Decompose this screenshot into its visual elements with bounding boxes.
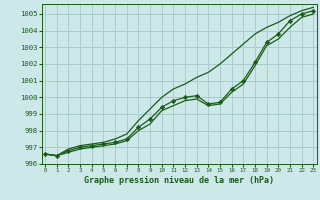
X-axis label: Graphe pression niveau de la mer (hPa): Graphe pression niveau de la mer (hPa): [84, 176, 274, 185]
